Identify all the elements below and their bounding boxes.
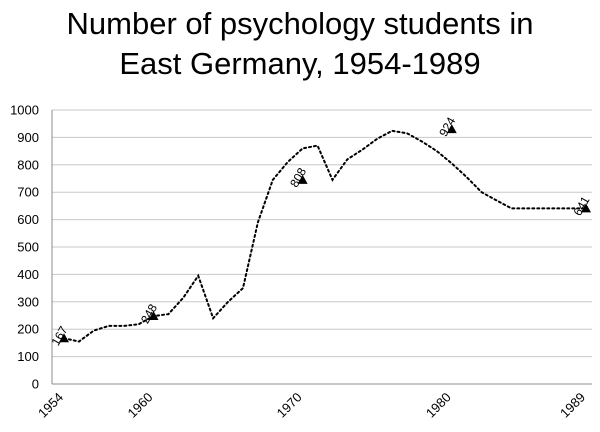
y-tick-label: 200	[17, 322, 39, 337]
y-tick-label: 500	[17, 240, 39, 255]
y-tick-label: 100	[17, 349, 39, 364]
y-tick-label: 0	[32, 377, 39, 392]
x-tick-label: 1970	[274, 390, 305, 421]
data-point-marker	[446, 124, 457, 134]
y-tick-label: 800	[17, 157, 39, 172]
data-label: 641	[570, 194, 592, 219]
x-tick-label: 1989	[557, 390, 588, 421]
series-line	[63, 129, 587, 343]
data-point-marker	[581, 203, 591, 213]
y-tick-label: 1000	[10, 103, 39, 118]
x-tick-label: 1980	[423, 390, 454, 421]
y-tick-label: 600	[17, 212, 39, 227]
chart-title-line-2: East Germany, 1954-1989	[119, 46, 481, 81]
y-tick-label: 300	[17, 294, 39, 309]
data-point-marker	[59, 333, 69, 343]
data-label: 924	[436, 114, 458, 139]
data-point-marker	[297, 174, 308, 184]
chart-title-line-1: Number of psychology students in	[66, 6, 534, 41]
y-tick-label: 900	[17, 130, 39, 145]
x-tick-label: 1954	[35, 390, 66, 421]
x-tick-label: 1960	[125, 390, 156, 421]
y-tick-label: 400	[17, 267, 39, 282]
data-point-marker	[148, 311, 159, 321]
chart-title: Number of psychology students in East Ge…	[0, 4, 600, 84]
data-label: 808	[287, 165, 309, 190]
y-tick-label: 700	[17, 185, 39, 200]
